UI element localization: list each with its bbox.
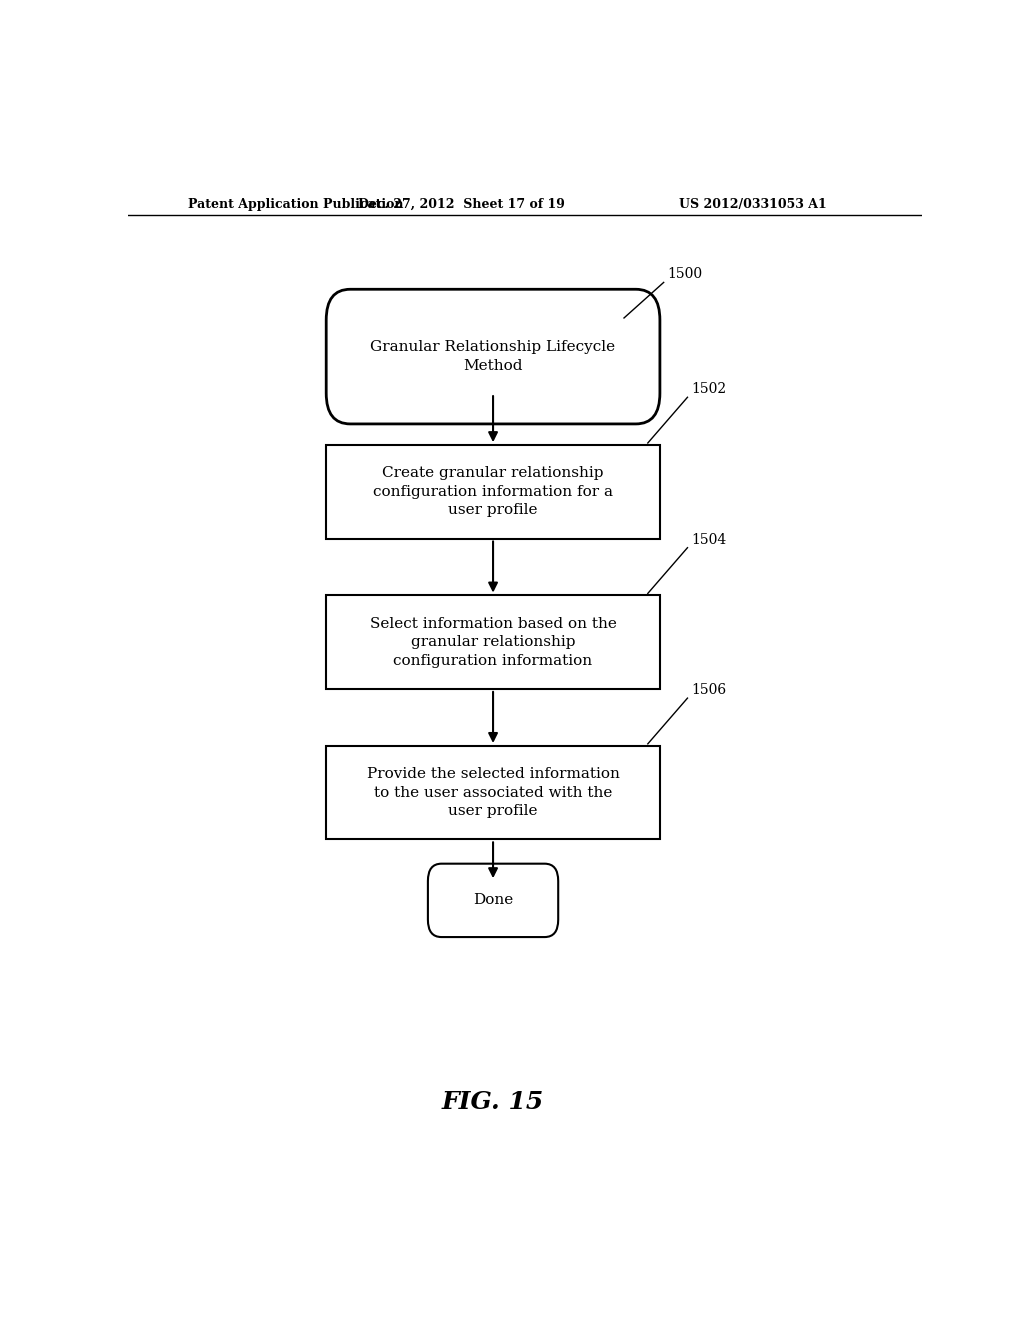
Text: 1502: 1502 bbox=[691, 381, 727, 396]
Bar bbox=[327, 445, 659, 539]
Text: 1500: 1500 bbox=[668, 267, 702, 281]
Text: Done: Done bbox=[473, 894, 513, 907]
Text: 1506: 1506 bbox=[691, 682, 727, 697]
Text: Select information based on the
granular relationship
configuration information: Select information based on the granular… bbox=[370, 616, 616, 668]
Text: Patent Application Publication: Patent Application Publication bbox=[187, 198, 403, 211]
FancyBboxPatch shape bbox=[428, 863, 558, 937]
Bar bbox=[327, 595, 659, 689]
Text: Dec. 27, 2012  Sheet 17 of 19: Dec. 27, 2012 Sheet 17 of 19 bbox=[357, 198, 565, 211]
Text: US 2012/0331053 A1: US 2012/0331053 A1 bbox=[679, 198, 826, 211]
Text: Create granular relationship
configuration information for a
user profile: Create granular relationship configurati… bbox=[373, 466, 613, 517]
Text: Granular Relationship Lifecycle
Method: Granular Relationship Lifecycle Method bbox=[371, 341, 615, 372]
Text: FIG. 15: FIG. 15 bbox=[442, 1089, 544, 1114]
Text: 1504: 1504 bbox=[691, 532, 727, 546]
FancyBboxPatch shape bbox=[327, 289, 659, 424]
Bar bbox=[327, 746, 659, 840]
Text: Provide the selected information
to the user associated with the
user profile: Provide the selected information to the … bbox=[367, 767, 620, 818]
